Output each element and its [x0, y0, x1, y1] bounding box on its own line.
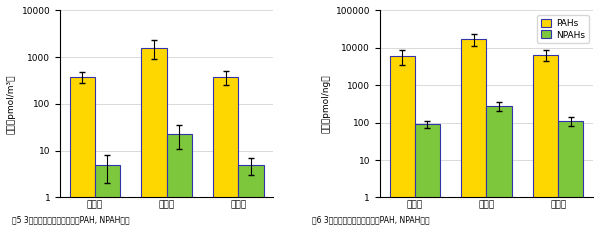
Bar — [415, 124, 440, 227]
Text: 嘷5 3都市の大気体積当たりのPAH, NPAH濃度: 嘷5 3都市の大気体積当たりのPAH, NPAH濃度 — [12, 216, 130, 225]
Bar — [533, 55, 558, 227]
Bar — [238, 165, 263, 227]
Bar — [389, 56, 415, 227]
Bar — [95, 165, 120, 227]
Legend: PAHs, NPAHs: PAHs, NPAHs — [537, 15, 589, 43]
Bar — [461, 39, 487, 227]
Bar — [142, 48, 167, 227]
Bar — [487, 106, 512, 227]
Text: 嘷6 3都市の粒子重量当たりのPAH, NPAH濃度: 嘷6 3都市の粒子重量当たりのPAH, NPAH濃度 — [312, 216, 430, 225]
Y-axis label: 濃度（pmol/m³）: 濃度（pmol/m³） — [7, 74, 16, 134]
Bar — [167, 134, 192, 227]
Bar — [213, 77, 238, 227]
Y-axis label: 濃度（pmol/ng）: 濃度（pmol/ng） — [321, 75, 330, 133]
Bar — [558, 121, 583, 227]
Bar — [70, 77, 95, 227]
